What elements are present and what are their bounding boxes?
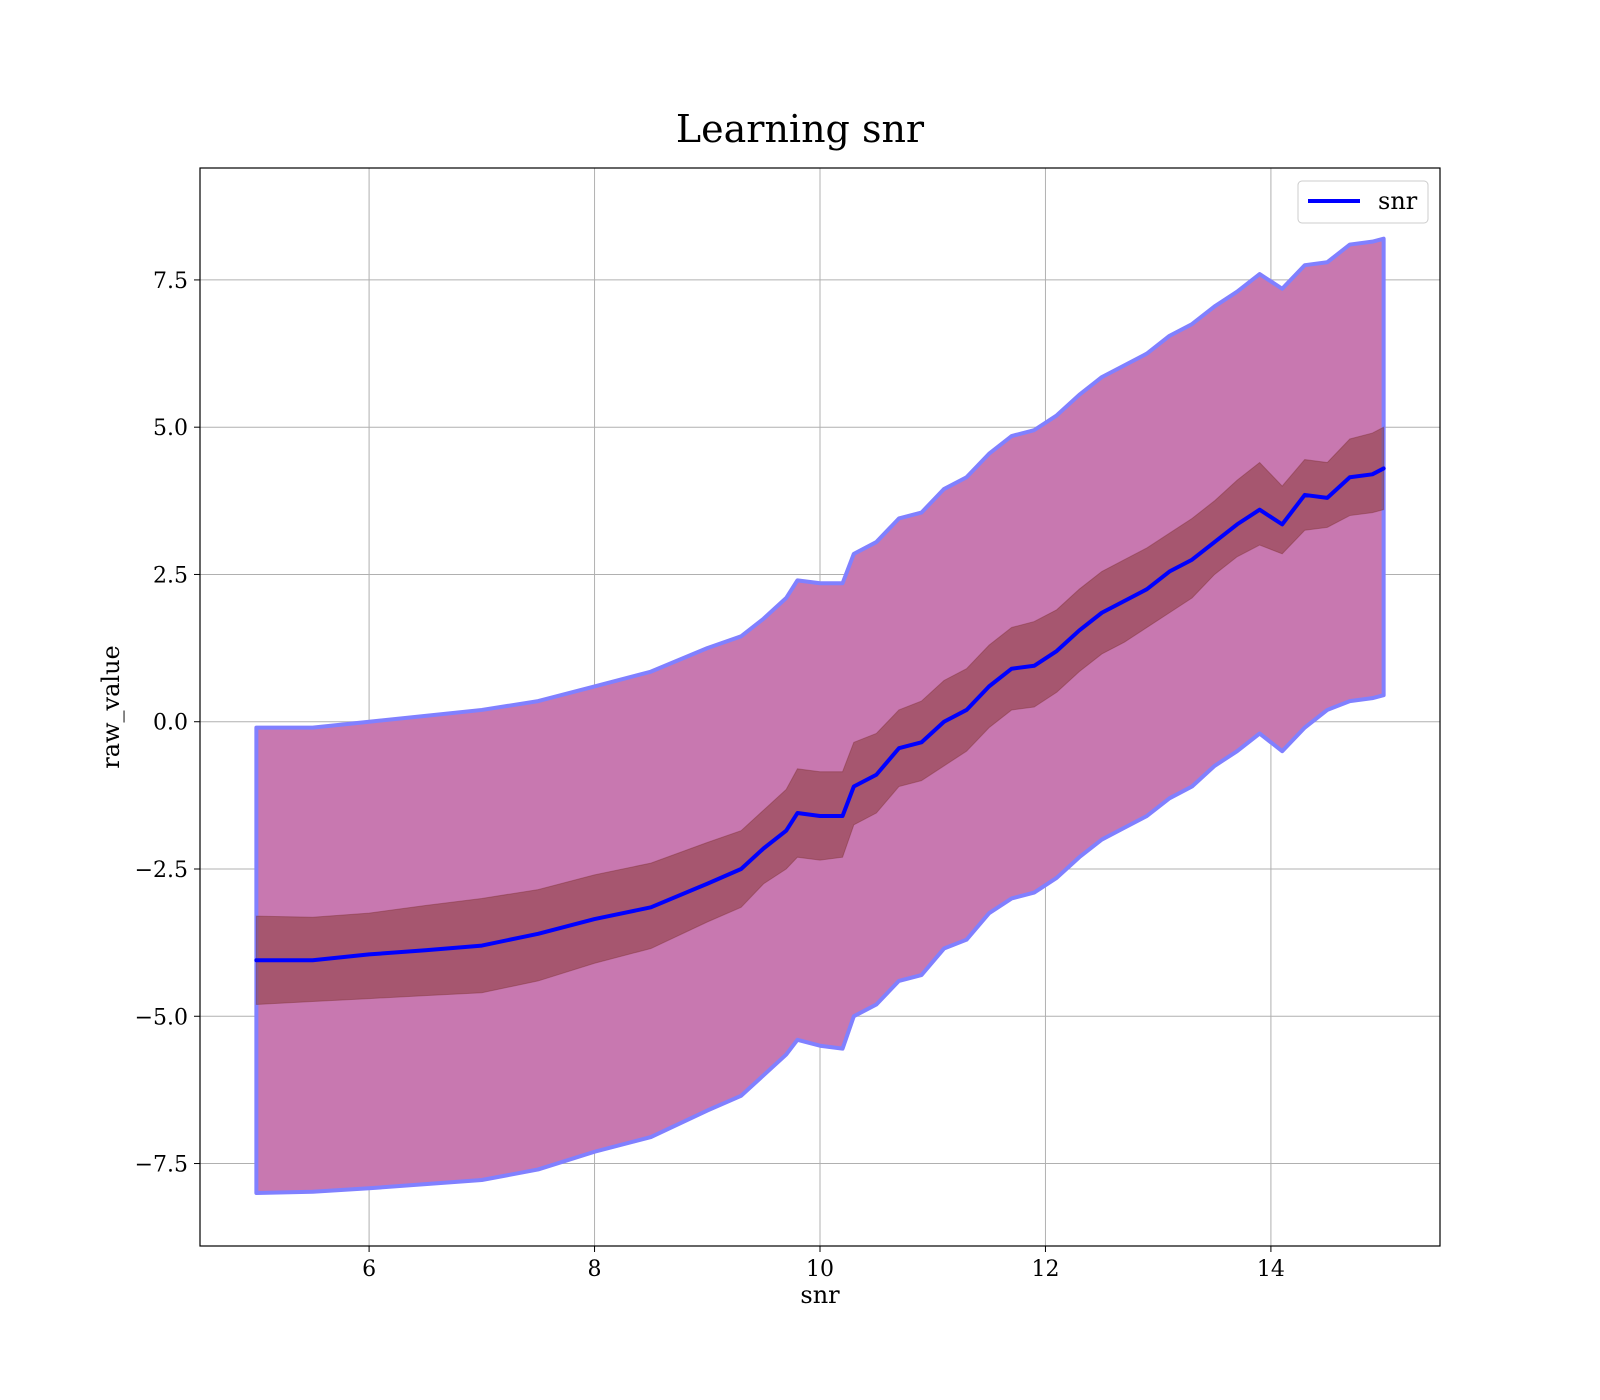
y-tick-label: 5.0 — [153, 416, 188, 441]
x-axis-ticks: 6 8 10 12 14 — [362, 1246, 1285, 1282]
series-line-snr — [254, 466, 1386, 963]
x-tick-label: 8 — [588, 1257, 602, 1282]
legend-label: snr — [1378, 187, 1418, 215]
y-tick-label: −7.5 — [135, 1153, 188, 1178]
legend: snr — [1297, 180, 1429, 224]
series-line-group — [254, 466, 1386, 963]
x-tick-label: 14 — [1257, 1257, 1285, 1282]
y-tick-label: 0.0 — [153, 711, 188, 736]
inner-band-area — [255, 426, 1385, 1006]
y-axis-ticks: −7.5 −5.0 −2.5 0.0 2.5 5.0 7.5 — [135, 269, 200, 1178]
y-tick-label: 2.5 — [153, 563, 188, 588]
inner-band — [255, 426, 1385, 1006]
chart-title: Learning snr — [676, 107, 925, 151]
legend-box — [1297, 180, 1429, 224]
x-tick-label: 10 — [806, 1257, 834, 1282]
y-tick-label: −2.5 — [135, 858, 188, 883]
y-tick-label: −5.0 — [135, 1005, 188, 1030]
x-tick-label: 6 — [362, 1257, 376, 1282]
x-tick-label: 12 — [1031, 1257, 1059, 1282]
y-tick-label: 7.5 — [153, 269, 188, 294]
y-axis-label: raw_value — [97, 645, 125, 769]
x-axis-label: snr — [800, 1281, 840, 1309]
